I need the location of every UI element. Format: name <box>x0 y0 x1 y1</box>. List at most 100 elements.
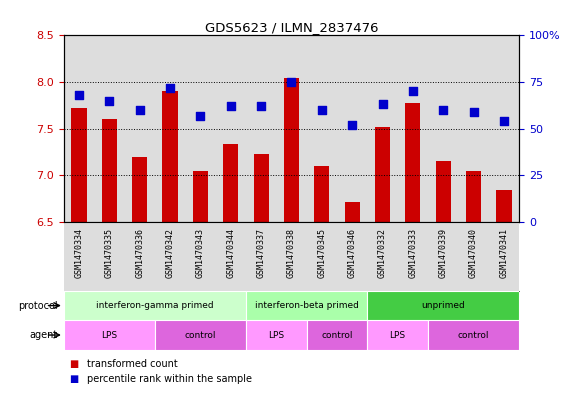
Bar <box>375 127 390 222</box>
Bar <box>367 320 428 350</box>
Point <box>104 97 114 104</box>
Text: LPS: LPS <box>268 331 284 340</box>
Bar <box>216 222 246 291</box>
Bar <box>337 35 367 222</box>
Bar <box>162 91 177 222</box>
Bar <box>398 35 428 222</box>
Point <box>195 112 205 119</box>
Text: ■: ■ <box>70 358 79 369</box>
Text: GSM1470336: GSM1470336 <box>135 228 144 277</box>
Text: control: control <box>458 331 490 340</box>
Text: ■: ■ <box>70 374 79 384</box>
Text: interferon-gamma primed: interferon-gamma primed <box>96 301 213 310</box>
Bar <box>307 35 337 222</box>
Text: transformed count: transformed count <box>87 358 177 369</box>
Bar <box>367 35 398 222</box>
Bar <box>71 108 86 222</box>
Point <box>317 107 327 113</box>
Bar <box>64 222 94 291</box>
Text: GSM1470340: GSM1470340 <box>469 228 478 277</box>
Bar <box>458 35 489 222</box>
Point <box>226 103 235 109</box>
Text: GSM1470334: GSM1470334 <box>74 228 84 277</box>
Bar <box>428 320 519 350</box>
Bar <box>64 320 155 350</box>
Text: GSM1470345: GSM1470345 <box>317 228 327 277</box>
Bar <box>64 35 94 222</box>
Text: GSM1470344: GSM1470344 <box>226 228 235 277</box>
Bar <box>458 222 489 291</box>
Bar <box>405 103 420 222</box>
Bar <box>185 222 216 291</box>
Bar <box>367 291 519 320</box>
Text: LPS: LPS <box>102 331 117 340</box>
Bar <box>246 291 367 320</box>
Text: LPS: LPS <box>390 331 406 340</box>
Bar <box>64 291 246 320</box>
Bar <box>125 35 155 222</box>
Bar <box>253 154 269 222</box>
Text: GSM1470341: GSM1470341 <box>499 228 509 277</box>
Point <box>74 92 84 98</box>
Text: interferon-beta primed: interferon-beta primed <box>255 301 358 310</box>
Point <box>499 118 509 124</box>
Bar <box>489 35 519 222</box>
Text: protocol: protocol <box>19 301 58 310</box>
Bar <box>367 222 398 291</box>
Bar <box>436 162 451 222</box>
Text: GSM1470337: GSM1470337 <box>256 228 266 277</box>
Bar <box>276 222 307 291</box>
Point <box>347 122 357 128</box>
Bar <box>246 222 276 291</box>
Text: control: control <box>321 331 353 340</box>
Bar <box>284 78 299 222</box>
Point <box>469 109 478 115</box>
Bar <box>125 222 155 291</box>
Title: GDS5623 / ILMN_2837476: GDS5623 / ILMN_2837476 <box>205 21 378 34</box>
Point <box>378 101 387 108</box>
Bar <box>345 202 360 222</box>
Text: control: control <box>184 331 216 340</box>
Bar <box>314 166 329 222</box>
Bar <box>496 190 512 222</box>
Bar <box>246 35 276 222</box>
Text: unprimed: unprimed <box>421 301 465 310</box>
Bar <box>216 35 246 222</box>
Text: GSM1470342: GSM1470342 <box>165 228 175 277</box>
Text: GSM1470333: GSM1470333 <box>408 228 418 277</box>
Bar <box>307 320 367 350</box>
Bar <box>223 143 238 222</box>
Text: GSM1470338: GSM1470338 <box>287 228 296 277</box>
Bar <box>489 222 519 291</box>
Bar <box>193 171 208 222</box>
Bar <box>185 35 216 222</box>
Point <box>165 84 175 91</box>
Point <box>287 79 296 85</box>
Bar <box>132 157 147 222</box>
Point <box>256 103 266 109</box>
Text: GSM1470332: GSM1470332 <box>378 228 387 277</box>
Bar <box>276 35 307 222</box>
Bar <box>307 222 337 291</box>
Bar <box>155 35 185 222</box>
Bar <box>246 320 307 350</box>
Bar <box>428 35 458 222</box>
Text: percentile rank within the sample: percentile rank within the sample <box>87 374 252 384</box>
Point <box>135 107 144 113</box>
Text: GSM1470343: GSM1470343 <box>196 228 205 277</box>
Text: agent: agent <box>30 330 58 340</box>
Bar <box>102 119 117 222</box>
Bar <box>155 320 246 350</box>
Point <box>438 107 448 113</box>
Bar <box>94 222 125 291</box>
Text: GSM1470346: GSM1470346 <box>347 228 357 277</box>
Bar <box>466 171 481 222</box>
Bar <box>428 222 458 291</box>
Bar <box>398 222 428 291</box>
Text: GSM1470339: GSM1470339 <box>438 228 448 277</box>
Point <box>408 88 418 94</box>
Bar <box>337 222 367 291</box>
Bar <box>94 35 125 222</box>
Bar <box>155 222 185 291</box>
Text: GSM1470335: GSM1470335 <box>105 228 114 277</box>
